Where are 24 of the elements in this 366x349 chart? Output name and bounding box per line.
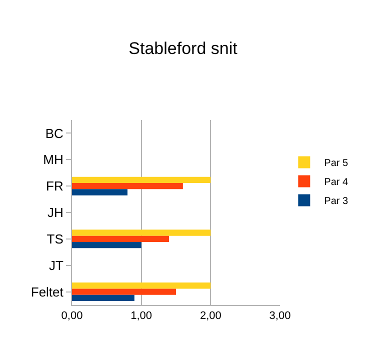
y-tick-label: MH [43, 152, 64, 168]
y-tick-label: FR [46, 178, 64, 194]
y-tick-label: Feltet [30, 284, 64, 300]
bar [72, 242, 142, 248]
y-tick-label: JH [48, 205, 64, 220]
bar [72, 282, 211, 289]
x-tick-label: 1,00 [130, 310, 152, 322]
x-tick-label: 3,00 [269, 310, 291, 322]
bar [72, 176, 211, 183]
bar [72, 288, 176, 295]
bar [72, 236, 170, 242]
y-tick-label: TS [46, 231, 64, 246]
x-tick-label: 0,00 [61, 310, 83, 322]
bar [72, 182, 183, 190]
x-tick-label: 2,00 [200, 310, 222, 322]
bar [72, 189, 128, 196]
chart-title: Stableford snit [128, 38, 238, 58]
legend-label: Par 5 [324, 158, 348, 170]
bar [72, 294, 134, 302]
y-tick-label: JT [48, 258, 64, 273]
legend-label: Par 3 [324, 196, 348, 208]
bar [72, 230, 211, 236]
legend-label: Par 4 [324, 177, 348, 188]
y-tick-label: BC [45, 126, 64, 141]
